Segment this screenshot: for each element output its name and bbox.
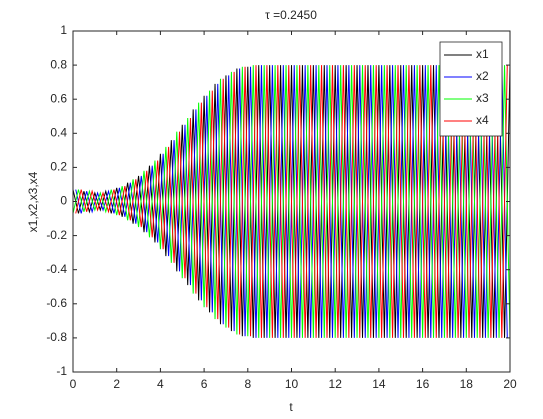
x-tick-label: 20 <box>503 377 517 391</box>
x-tick-label: 0 <box>70 377 77 391</box>
y-tick-label: -0.4 <box>46 262 67 276</box>
x-tick-label: 16 <box>416 377 430 391</box>
x-tick-label: 10 <box>285 377 299 391</box>
data-line <box>75 65 508 338</box>
y-tick-label: -0.6 <box>46 296 67 310</box>
y-tick-label: -1 <box>56 364 67 378</box>
legend-label: x4 <box>476 113 489 127</box>
x-tick-label: 2 <box>113 377 120 391</box>
x-axis-label: t <box>289 400 293 414</box>
y-tick-label: 0.2 <box>50 160 67 174</box>
x-tick-label: 14 <box>372 377 386 391</box>
legend-label: x2 <box>476 69 489 83</box>
y-tick-label: 0 <box>60 194 67 208</box>
y-tick-label: 0.8 <box>50 57 67 71</box>
y-axis-label: x1,x2,x3,x4 <box>26 171 40 232</box>
y-tick-label: 1 <box>60 23 67 37</box>
x-tick-label: 18 <box>460 377 474 391</box>
y-tick-label: 0.6 <box>50 91 67 105</box>
data-line <box>72 65 511 338</box>
legend-label: x1 <box>476 47 489 61</box>
legend-box <box>439 41 503 137</box>
x-tick-label: 12 <box>329 377 343 391</box>
x-tick-label: 8 <box>244 377 251 391</box>
y-tick-label: -0.8 <box>46 330 67 344</box>
plot-area <box>72 65 511 338</box>
legend-label: x3 <box>476 91 489 105</box>
x-tick-label: 6 <box>201 377 208 391</box>
y-tick-label: 0.4 <box>50 125 67 139</box>
data-line <box>72 65 511 338</box>
chart-title: τ =0.2450 <box>265 8 317 22</box>
y-tick-label: -0.2 <box>46 228 67 242</box>
x-tick-label: 4 <box>157 377 164 391</box>
